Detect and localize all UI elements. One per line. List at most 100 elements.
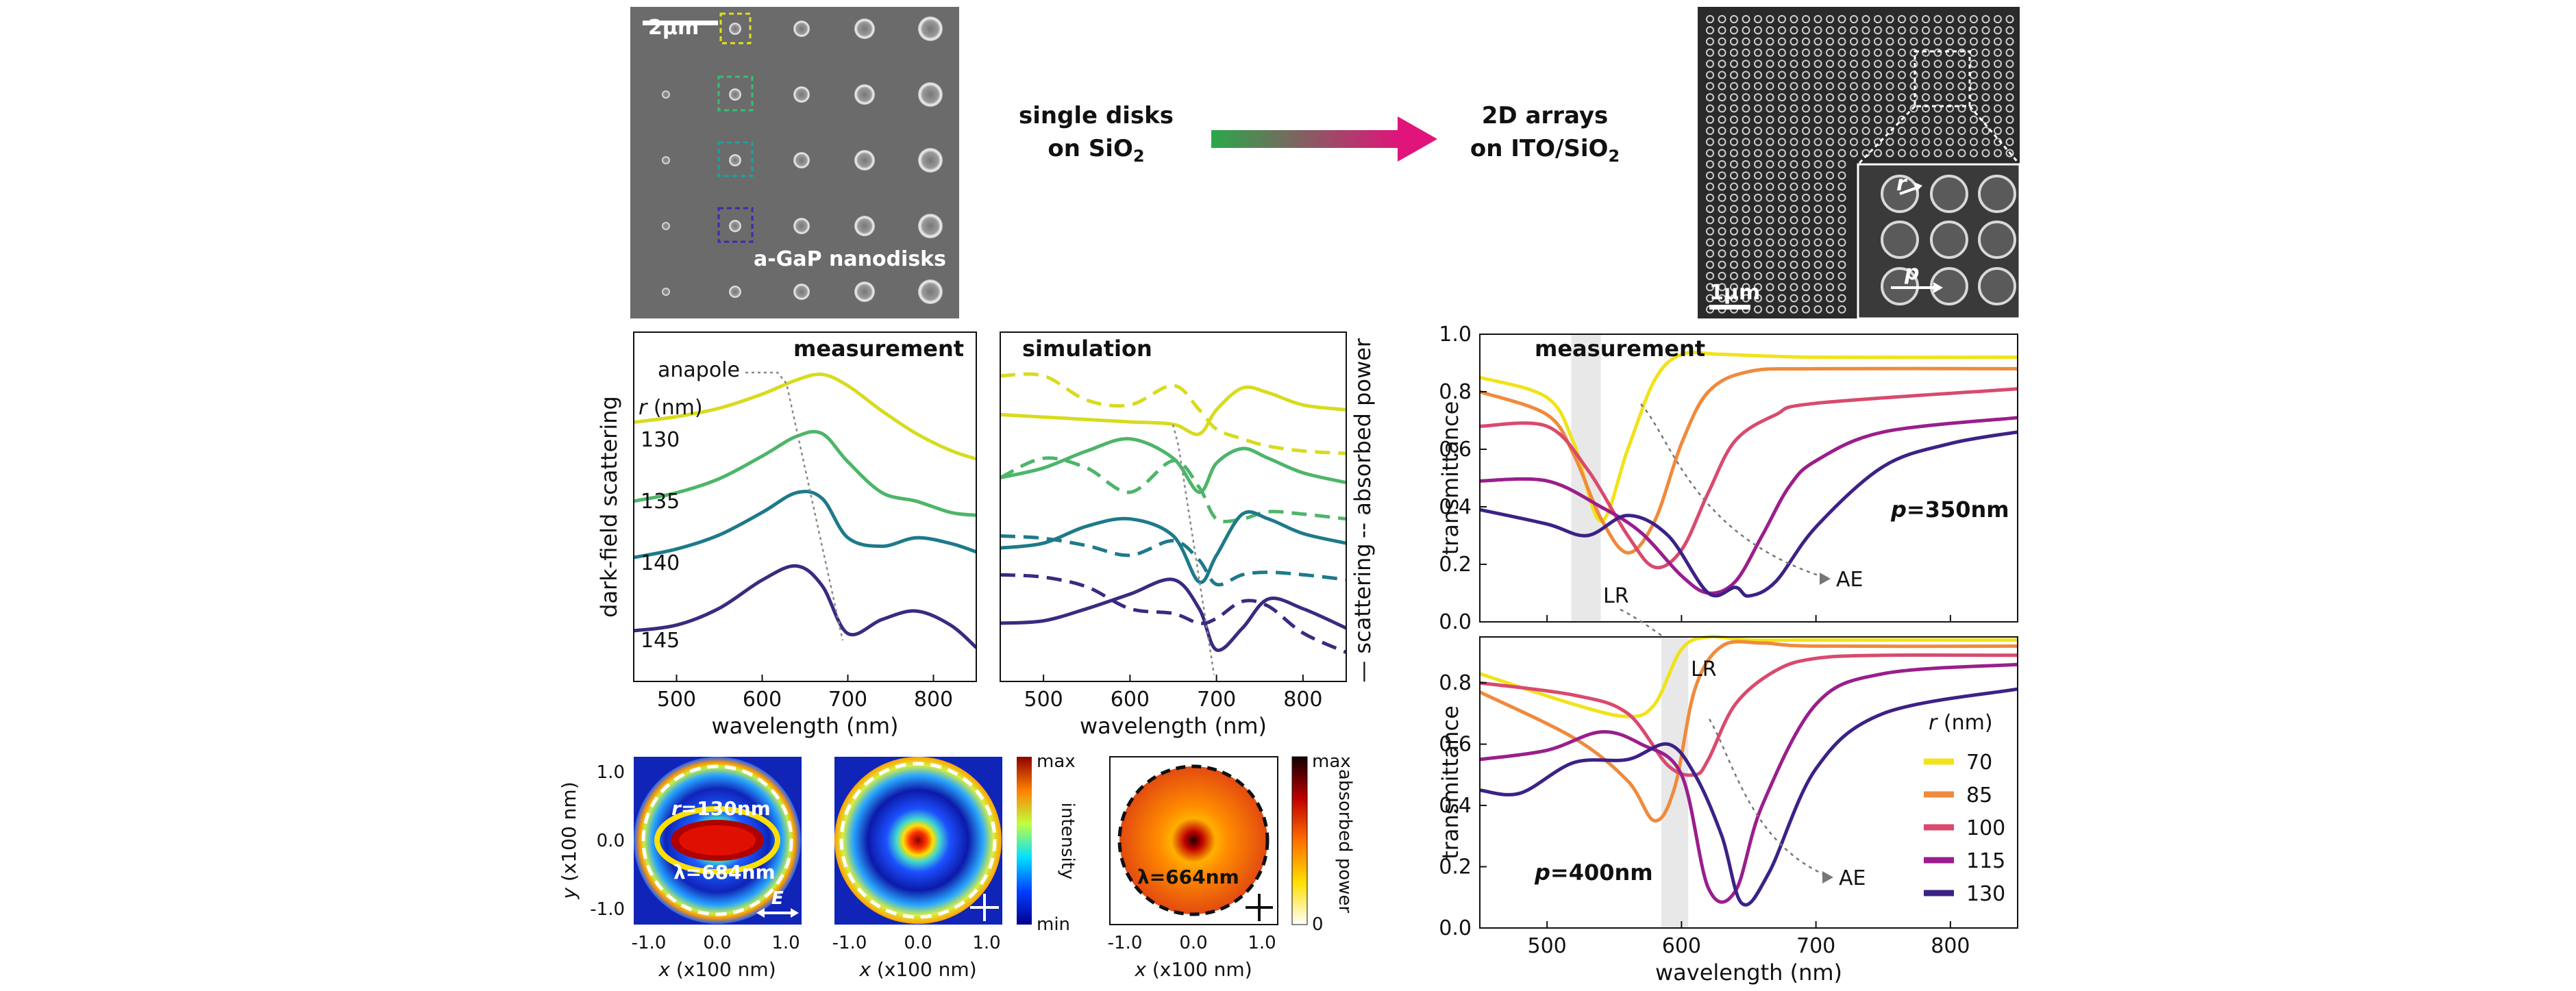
array-disk: [1742, 227, 1750, 236]
array-disk: [1730, 60, 1738, 68]
array-disk: [1874, 71, 1882, 79]
array-disk: [1754, 216, 1762, 225]
array-disk: [1730, 238, 1738, 247]
array-disk: [1909, 60, 1918, 68]
y-tick-label: 0.6: [1439, 438, 1472, 462]
lr-label: LR: [1603, 584, 1629, 608]
array-disk: [1885, 60, 1894, 68]
array-disk: [1898, 48, 1906, 57]
array-disk: [1861, 48, 1870, 57]
array-disk: [1754, 193, 1762, 202]
array-disk: [1778, 205, 1786, 214]
nanodisk: [662, 222, 670, 230]
array-disk: [1706, 81, 1714, 90]
array-disk: [1706, 182, 1714, 191]
array-disk: [1730, 216, 1738, 225]
legend-title-r: r: [1929, 711, 1938, 735]
map-x-tick-label: -1.0: [832, 933, 867, 953]
array-disk: [1742, 238, 1750, 247]
array-disk: [1826, 305, 1834, 314]
array-disk: [1850, 37, 1858, 46]
array-disk: [1946, 37, 1954, 46]
array-disk: [1813, 26, 1822, 35]
ae-label: AE: [1839, 866, 1866, 890]
array-disk: [1766, 60, 1774, 68]
array-disk: [1994, 48, 2002, 57]
array-disk: [1898, 26, 1906, 35]
array-disk: [1706, 71, 1714, 79]
array-disk: [2005, 104, 2014, 113]
array-disk: [1778, 171, 1786, 180]
panel-title: measurement: [1535, 336, 1705, 362]
y-tick-label: 1.0: [1439, 323, 1472, 347]
series-line-130: [1479, 687, 2018, 907]
array-disk: [1789, 193, 1798, 202]
array-disk: [1874, 37, 1882, 46]
array-disk: [1981, 48, 1990, 57]
array-disk: [1802, 149, 1810, 158]
array-disk: [1778, 249, 1786, 258]
array-disk: [1813, 171, 1822, 180]
array-disk: [1837, 26, 1846, 35]
series-line-135-absorbed-power: [999, 456, 1347, 524]
array-disk: [1706, 115, 1714, 124]
array-disk: [1837, 93, 1846, 102]
array-disk: [1813, 271, 1822, 280]
array-disk: [1933, 115, 1942, 124]
array-disk: [1933, 37, 1942, 46]
array-disk: [1706, 160, 1714, 168]
array-disk: [1922, 37, 1930, 46]
array-disk: [1802, 305, 1810, 314]
array-disk: [1706, 37, 1714, 46]
array-disk: [1813, 227, 1822, 236]
array-disk: [1706, 171, 1714, 180]
map-x-tick-label: 1.0: [771, 933, 800, 953]
array-disk: [1730, 227, 1738, 236]
array-disk: [1813, 104, 1822, 113]
array-disk: [1813, 238, 1822, 247]
array-disk: [1874, 127, 1882, 135]
array-disk: [1933, 149, 1942, 158]
array-disk: [1706, 193, 1714, 202]
chart-transmittance-400: 500 600 700 800 0.0 0.2 0.4 0.6 0.8 wavelength (n…: [1437, 635, 2018, 986]
array-disk: [1778, 238, 1786, 247]
legend-label-130: 130: [1966, 882, 2005, 906]
array-disk: [1837, 149, 1846, 158]
map1-label-lambda: λ=684nm: [673, 861, 776, 883]
map-x-axis-label: x (x100 nm): [1134, 958, 1252, 981]
map-y-tick-label: 1.0: [597, 762, 625, 783]
nanodisk: [729, 88, 741, 101]
array-disk: [1837, 182, 1846, 191]
array-disk: [1837, 205, 1846, 214]
series-label-135: 135: [641, 490, 680, 514]
array-disk: [1706, 48, 1714, 57]
array-disk: [1742, 127, 1750, 135]
array-disk: [1837, 193, 1846, 202]
array-disk: [2005, 149, 2014, 158]
array-disk: [1718, 249, 1726, 258]
array-disk: [1778, 260, 1786, 269]
array-disk: [1802, 138, 1810, 147]
cb2-label: absorbed power: [1335, 769, 1355, 914]
cb1-max: max: [1037, 751, 1076, 772]
array-disk: [1946, 104, 1954, 113]
array-disk: [1981, 37, 1990, 46]
array-disk: [1981, 93, 1990, 102]
array-disk: [1826, 37, 1834, 46]
array-disk: [1778, 71, 1786, 79]
array-disk: [1742, 271, 1750, 280]
array-disk: [1933, 48, 1942, 57]
array-disk: [1706, 283, 1714, 292]
array-disk: [1933, 81, 1942, 90]
array-disk: [1730, 205, 1738, 214]
array-disk: [1754, 227, 1762, 236]
array-disk: [1837, 138, 1846, 147]
array-disk: [1861, 115, 1870, 124]
array-disk: [1837, 127, 1846, 135]
array-disk: [1837, 115, 1846, 124]
series-line-145: [633, 564, 978, 649]
array-disk: [2005, 93, 2014, 102]
array-disk: [1718, 160, 1726, 168]
array-disk: [1946, 26, 1954, 35]
array-disk: [1874, 60, 1882, 68]
